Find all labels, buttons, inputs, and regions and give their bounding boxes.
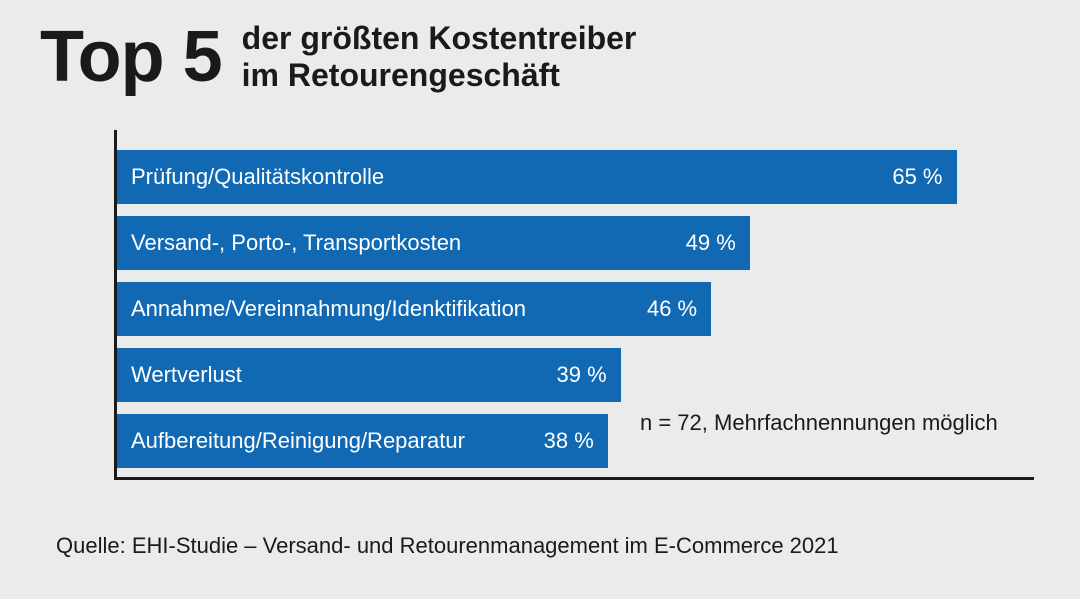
sample-note: n = 72, Mehrfachnennungen möglich bbox=[640, 410, 998, 436]
bar-value: 46 % bbox=[637, 296, 697, 322]
bar-row: Prüfung/Qualitätskontrolle 65 % bbox=[117, 150, 1034, 204]
bar-value: 38 % bbox=[534, 428, 594, 454]
bar: Aufbereitung/Reinigung/Reparatur 38 % bbox=[117, 414, 608, 468]
subtitle: der größten Kostentreiber im Retourenges… bbox=[242, 20, 637, 94]
title-top5: Top 5 bbox=[40, 21, 222, 93]
subtitle-line1: der größten Kostentreiber bbox=[242, 20, 637, 56]
bar-value: 49 % bbox=[676, 230, 736, 256]
bar-value: 39 % bbox=[547, 362, 607, 388]
bar-label: Versand-, Porto-, Transportkosten bbox=[131, 230, 461, 256]
source-citation: Quelle: EHI-Studie – Versand- und Retour… bbox=[56, 533, 839, 559]
bar-row: Versand-, Porto-, Transportkosten 49 % bbox=[117, 216, 1034, 270]
bar-label: Aufbereitung/Reinigung/Reparatur bbox=[131, 428, 465, 454]
bar-row: Annahme/Vereinnahmung/Idenktifikation 46 … bbox=[117, 282, 1034, 336]
bar: Versand-, Porto-, Transportkosten 49 % bbox=[117, 216, 750, 270]
chart-header: Top 5 der größten Kostentreiber im Retou… bbox=[0, 0, 1080, 94]
bar-label: Wertverlust bbox=[131, 362, 242, 388]
bar: Wertverlust 39 % bbox=[117, 348, 621, 402]
bar: Prüfung/Qualitätskontrolle 65 % bbox=[117, 150, 957, 204]
bar-label: Prüfung/Qualitätskontrolle bbox=[131, 164, 384, 190]
bar: Annahme/Vereinnahmung/Idenktifikation 46 … bbox=[117, 282, 711, 336]
bar-value: 65 % bbox=[882, 164, 942, 190]
bar-label: Annahme/Vereinnahmung/Idenktifikation bbox=[131, 296, 526, 322]
bar-row: Wertverlust 39 % bbox=[117, 348, 1034, 402]
subtitle-line2: im Retourengeschäft bbox=[242, 57, 560, 93]
